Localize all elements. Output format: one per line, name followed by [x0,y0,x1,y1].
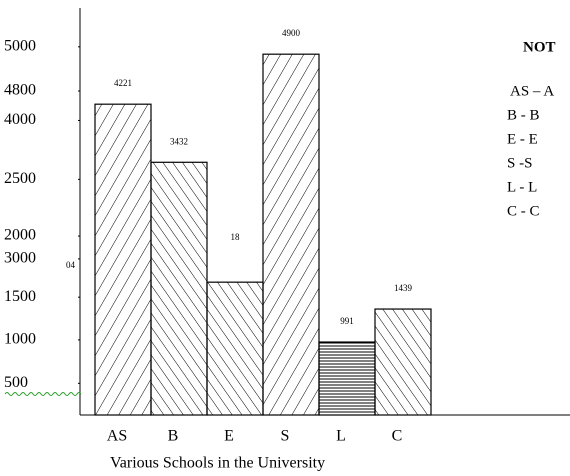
y-tick-label: 1000 [4,331,36,348]
value-label: 1439 [394,283,413,293]
note-line: L - L [507,179,537,195]
x-tick-label: S [281,428,290,445]
y-tick-label: 4800 [4,82,36,99]
x-tick-label: L [336,428,346,445]
bar [150,161,208,416]
value-label: 4221 [114,78,132,88]
x-tick-label: B [168,428,179,445]
x-tick-label: E [224,428,234,445]
stray-label: 04 [66,260,76,270]
value-label: 991 [340,316,354,326]
value-label: 4900 [282,28,301,38]
bar [318,341,376,416]
y-tick-label: 500 [4,374,28,391]
note-line: S -S [507,155,532,171]
value-label: 3432 [170,136,188,146]
y-tick-label: 2500 [4,170,36,187]
x-tick-label: AS [107,428,127,445]
note-line: AS – A [510,83,554,99]
note-line: E - E [507,131,538,147]
note-line: B - B [507,107,540,123]
bar [374,308,432,416]
note-line: C - C [507,203,540,219]
bar [262,53,320,416]
value-label: 18 [231,232,241,242]
note-title: NOT [523,39,556,55]
y-tick-label: 1500 [4,288,36,305]
x-tick-label: C [392,428,403,445]
y-tick-label: 3000 [4,250,36,267]
bar [94,103,152,416]
spell-squiggle [4,392,82,396]
y-tick-label: 4000 [4,111,36,128]
x-axis-label: Various Schools in the University [110,455,325,472]
bar [206,281,264,416]
y-tick-label: 5000 [4,37,36,54]
y-tick-label: 2000 [4,227,36,244]
